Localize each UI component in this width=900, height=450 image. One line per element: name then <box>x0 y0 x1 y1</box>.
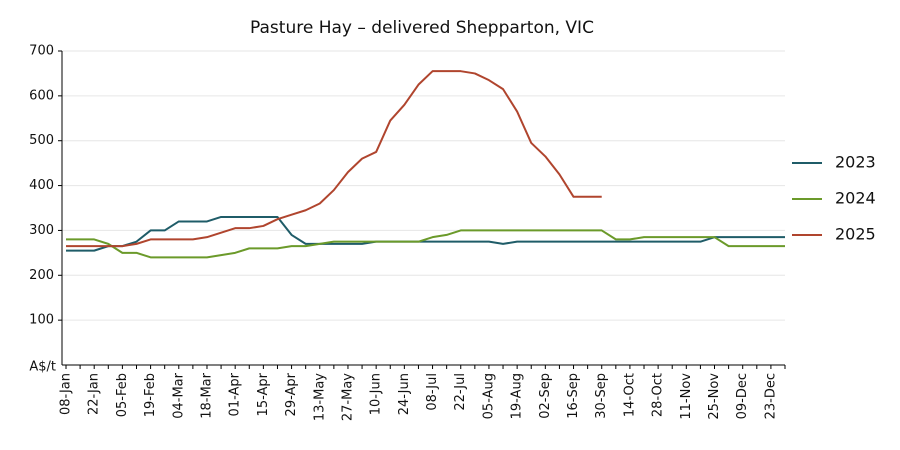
x-tick-label: 28-Oct <box>651 373 666 417</box>
x-tick-label: 23-Dec <box>763 373 778 419</box>
x-tick-label: 04-Mar <box>171 372 186 418</box>
x-tick-label: 19-Feb <box>143 373 158 417</box>
x-tick-label: 18-Mar <box>199 372 214 418</box>
x-tick-label: 02-Sep <box>538 373 553 419</box>
x-tick-label: 24-Jun <box>397 373 412 415</box>
y-tick-label: 600 <box>29 88 54 103</box>
x-tick-label: 14-Oct <box>622 373 637 417</box>
chart-title: Pasture Hay – delivered Shepparton, VIC <box>250 18 594 38</box>
y-tick-label: 200 <box>29 268 54 283</box>
y-axis-label: A$/t <box>29 360 56 375</box>
x-tick-label: 27-May <box>340 373 355 421</box>
y-tick-label: 100 <box>29 313 54 328</box>
x-tick-label: 08-Jul <box>425 373 440 411</box>
legend-label: 2023 <box>835 153 876 172</box>
legend-label: 2025 <box>835 225 876 244</box>
x-tick-label: 16-Sep <box>566 373 581 419</box>
x-tick-label: 30-Sep <box>594 373 609 419</box>
x-tick-label: 09-Dec <box>735 373 750 419</box>
series-line <box>66 215 785 252</box>
x-tick-label: 08-Jan <box>59 373 74 415</box>
x-tick-label: 11-Nov <box>679 373 694 420</box>
series-line <box>66 229 785 259</box>
y-tick-label: 500 <box>29 133 54 148</box>
x-tick-label: 13-May <box>312 373 327 421</box>
x-tick-label: 22-Jul <box>453 373 468 411</box>
x-tick-label: 05-Aug <box>481 373 496 419</box>
series-line <box>66 70 602 248</box>
x-tick-label: 10-Jun <box>369 373 384 415</box>
x-tick-label: 01-Apr <box>228 372 243 416</box>
y-tick-label: 300 <box>29 223 54 238</box>
x-tick-label: 22-Jan <box>87 373 102 415</box>
x-tick-label: 25-Nov <box>707 373 722 420</box>
y-tick-label: 700 <box>29 44 54 59</box>
legend-label: 2024 <box>835 189 876 208</box>
x-tick-label: 29-Apr <box>284 372 299 416</box>
x-tick-label: 05-Feb <box>115 373 130 417</box>
x-tick-label: 15-Apr <box>256 372 271 416</box>
y-tick-label: 400 <box>29 178 54 193</box>
x-tick-label: 19-Aug <box>510 373 525 419</box>
